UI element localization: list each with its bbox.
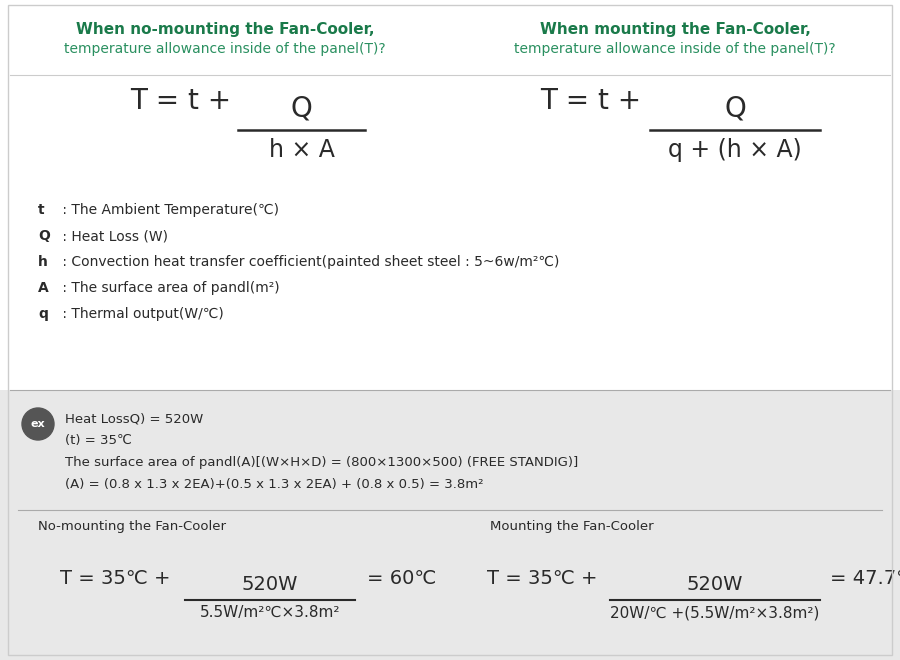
Text: : The Ambient Temperature(℃): : The Ambient Temperature(℃)	[58, 203, 279, 217]
Text: T = 35℃ +: T = 35℃ +	[487, 569, 598, 588]
Bar	[0, 390, 900, 660]
Circle shape	[22, 408, 54, 440]
Text: (t) = 35℃: (t) = 35℃	[65, 434, 132, 447]
Text: 20W/℃ +(5.5W/m²×3.8m²): 20W/℃ +(5.5W/m²×3.8m²)	[610, 605, 820, 620]
Text: temperature allowance inside of the panel(T)?: temperature allowance inside of the pane…	[514, 42, 836, 56]
Text: No-mounting the Fan-Cooler: No-mounting the Fan-Cooler	[38, 520, 226, 533]
Text: T = t +: T = t +	[540, 87, 641, 115]
Text: Q: Q	[291, 94, 312, 122]
Text: A: A	[38, 281, 49, 295]
Text: h: h	[38, 255, 48, 269]
Text: : Thermal output(W/℃): : Thermal output(W/℃)	[58, 307, 224, 321]
Text: Mounting the Fan-Cooler: Mounting the Fan-Cooler	[490, 520, 653, 533]
Text: t: t	[38, 203, 45, 217]
Text: 520W: 520W	[242, 575, 298, 594]
Text: T = 35℃ +: T = 35℃ +	[60, 569, 170, 588]
Text: 520W: 520W	[687, 575, 743, 594]
Text: = 47.7℃: = 47.7℃	[830, 569, 900, 588]
Text: temperature allowance inside of the panel(T)?: temperature allowance inside of the pane…	[64, 42, 386, 56]
Text: T = t +: T = t +	[130, 87, 231, 115]
Text: q + (h × A): q + (h × A)	[668, 138, 802, 162]
Text: 5.5W/m²℃×3.8m²: 5.5W/m²℃×3.8m²	[200, 605, 340, 620]
Text: (A) = (0.8 x 1.3 x 2EA)+(0.5 x 1.3 x 2EA) + (0.8 x 0.5) = 3.8m²: (A) = (0.8 x 1.3 x 2EA)+(0.5 x 1.3 x 2EA…	[65, 478, 483, 491]
Text: Heat LossQ) = 520W: Heat LossQ) = 520W	[65, 412, 203, 425]
Text: : Convection heat transfer coefficient(painted sheet steel : 5~6w/m²℃): : Convection heat transfer coefficient(p…	[58, 255, 560, 269]
Text: : The surface area of pandl(m²): : The surface area of pandl(m²)	[58, 281, 280, 295]
Text: q: q	[38, 307, 48, 321]
Text: : Heat Loss (W): : Heat Loss (W)	[58, 229, 168, 243]
Text: When no-mounting the Fan-Cooler,: When no-mounting the Fan-Cooler,	[76, 22, 374, 37]
Text: The surface area of pandl(A)[(W×H×D) = (800×1300×500) (FREE STANDIG)]: The surface area of pandl(A)[(W×H×D) = (…	[65, 456, 578, 469]
Text: h × A: h × A	[268, 138, 335, 162]
Text: ex: ex	[31, 419, 45, 429]
Text: = 60℃: = 60℃	[367, 569, 436, 588]
Text: When mounting the Fan-Cooler,: When mounting the Fan-Cooler,	[540, 22, 810, 37]
Text: Q: Q	[38, 229, 50, 243]
Text: Q: Q	[724, 94, 746, 122]
